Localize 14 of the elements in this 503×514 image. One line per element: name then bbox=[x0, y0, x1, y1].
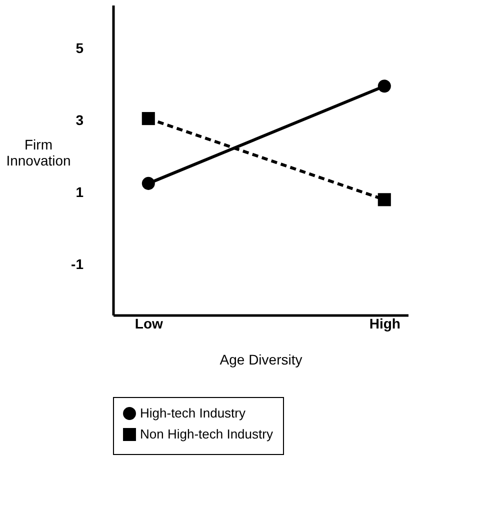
y-tick-label: 1 bbox=[76, 184, 84, 200]
y-tick-label: -1 bbox=[71, 256, 84, 272]
point bbox=[378, 80, 391, 93]
x-tick-label: High bbox=[369, 316, 400, 332]
y-axis-title: Firm Innovation bbox=[6, 136, 71, 168]
x-axis-title: Age Diversity bbox=[220, 352, 302, 368]
x-tick-label: Low bbox=[134, 316, 164, 332]
legend-label: High-tech Industry bbox=[140, 406, 246, 420]
y-tick-label: 3 bbox=[76, 112, 84, 128]
point bbox=[142, 176, 155, 190]
legend-label: Non High-tech Industry bbox=[140, 426, 274, 442]
y-tick-label: 5 bbox=[76, 40, 84, 56]
point bbox=[378, 193, 391, 206]
point bbox=[142, 112, 155, 126]
